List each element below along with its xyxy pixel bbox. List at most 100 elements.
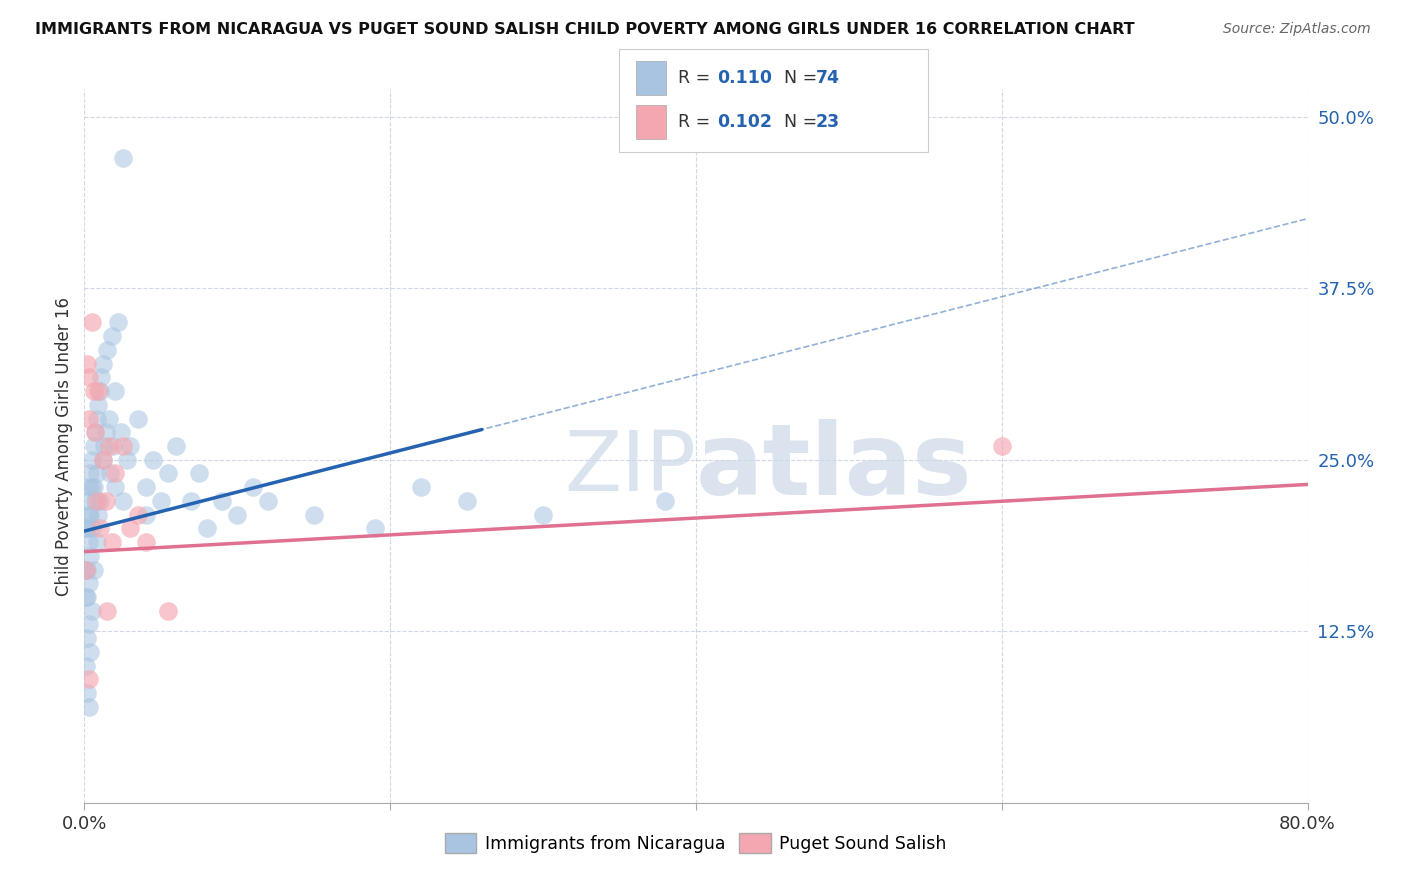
Point — [89, 521, 111, 535]
Point — [76, 631, 98, 645]
Text: Source: ZipAtlas.com: Source: ZipAtlas.com — [1223, 22, 1371, 37]
Legend: Immigrants from Nicaragua, Puget Sound Salish: Immigrants from Nicaragua, Puget Sound S… — [440, 828, 952, 858]
Point — [111, 151, 134, 165]
Point — [96, 604, 118, 618]
Point — [77, 673, 100, 687]
Point — [91, 357, 114, 371]
Point — [80, 521, 103, 535]
Point — [96, 343, 118, 357]
Point — [456, 494, 478, 508]
Point — [87, 384, 110, 398]
Point — [91, 452, 114, 467]
Point — [120, 521, 142, 535]
Text: 74: 74 — [815, 69, 839, 87]
Point — [77, 480, 100, 494]
Text: 23: 23 — [815, 113, 839, 131]
Point — [75, 658, 97, 673]
Point — [79, 467, 101, 481]
Point — [94, 425, 117, 440]
Point — [409, 480, 432, 494]
Point — [84, 425, 107, 440]
Point — [188, 467, 211, 481]
Point — [93, 439, 115, 453]
Point — [79, 549, 101, 563]
Point — [77, 576, 100, 591]
Point — [76, 686, 98, 700]
Point — [76, 494, 98, 508]
Point — [80, 316, 103, 330]
Point — [83, 562, 105, 576]
Point — [90, 370, 112, 384]
Point — [79, 645, 101, 659]
Point — [80, 452, 103, 467]
Text: 0.102: 0.102 — [717, 113, 772, 131]
Point — [654, 494, 676, 508]
Point — [80, 480, 103, 494]
Point — [76, 521, 98, 535]
Point — [135, 535, 157, 549]
Point — [107, 316, 129, 330]
Point — [86, 467, 108, 481]
Point — [76, 562, 98, 576]
Point — [76, 357, 98, 371]
Point — [75, 590, 97, 604]
Y-axis label: Child Poverty Among Girls Under 16: Child Poverty Among Girls Under 16 — [55, 296, 73, 596]
Text: N =: N = — [773, 113, 823, 131]
Point — [135, 480, 157, 494]
Point — [89, 384, 111, 398]
Point — [86, 535, 108, 549]
Point — [101, 535, 124, 549]
Text: N =: N = — [773, 69, 823, 87]
Point — [111, 494, 134, 508]
Point — [104, 384, 127, 398]
Point — [149, 494, 172, 508]
Point — [91, 452, 114, 467]
Point — [127, 508, 149, 522]
Point — [364, 521, 387, 535]
Text: atlas: atlas — [696, 419, 973, 516]
Point — [120, 439, 142, 453]
Point — [87, 398, 110, 412]
Point — [211, 494, 233, 508]
Point — [226, 508, 249, 522]
Point — [115, 452, 138, 467]
Point — [75, 562, 97, 576]
Point — [531, 508, 554, 522]
Point — [302, 508, 325, 522]
Point — [89, 494, 111, 508]
Point — [86, 494, 108, 508]
Point — [87, 508, 110, 522]
Point — [83, 384, 105, 398]
Point — [142, 452, 165, 467]
Point — [83, 439, 105, 453]
Point — [110, 425, 132, 440]
Text: R =: R = — [678, 113, 716, 131]
Point — [84, 425, 107, 440]
Point — [77, 617, 100, 632]
Point — [104, 467, 127, 481]
Point — [180, 494, 202, 508]
Point — [77, 370, 100, 384]
Point — [101, 329, 124, 343]
Point — [127, 411, 149, 425]
Point — [195, 521, 218, 535]
Point — [104, 480, 127, 494]
Text: IMMIGRANTS FROM NICARAGUA VS PUGET SOUND SALISH CHILD POVERTY AMONG GIRLS UNDER : IMMIGRANTS FROM NICARAGUA VS PUGET SOUND… — [35, 22, 1135, 37]
Text: R =: R = — [678, 69, 716, 87]
Point — [75, 562, 97, 576]
Point — [157, 604, 180, 618]
Point — [75, 521, 97, 535]
Point — [83, 480, 105, 494]
Point — [86, 411, 108, 425]
Point — [97, 411, 120, 425]
Point — [103, 439, 125, 453]
Point — [97, 439, 120, 453]
Point — [77, 508, 100, 522]
Point — [98, 467, 121, 481]
Point — [991, 439, 1014, 453]
Point — [165, 439, 187, 453]
Point — [111, 439, 134, 453]
Text: ZIP: ZIP — [564, 427, 696, 508]
Point — [242, 480, 264, 494]
Point — [94, 494, 117, 508]
